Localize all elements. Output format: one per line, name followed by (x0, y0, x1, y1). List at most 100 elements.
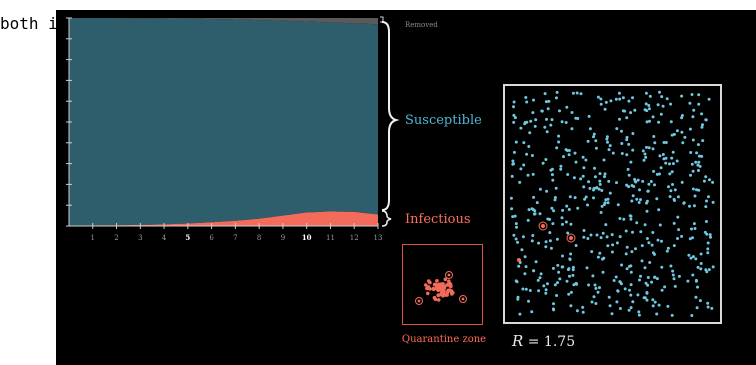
quarantined-dot (431, 287, 436, 292)
person-dot (616, 289, 620, 293)
person-dot (605, 135, 609, 139)
r-symbol: R (512, 332, 524, 350)
person-dot (592, 188, 595, 192)
person-dot (552, 308, 556, 312)
person-dot (519, 167, 523, 171)
person-dot (691, 236, 694, 240)
person-dot (590, 250, 594, 254)
x-tick-label: 10 (302, 233, 312, 242)
person-dot (621, 96, 625, 100)
infected-dot (569, 236, 573, 240)
person-dot (605, 235, 609, 239)
person-dot (537, 289, 541, 293)
label-removed: Removed (405, 21, 438, 29)
label-infectious: Infectious (405, 212, 471, 227)
person-dot (706, 251, 710, 255)
brace-infectious (381, 210, 392, 227)
person-dot (656, 103, 660, 107)
area-removed (69, 18, 378, 25)
person-dot (598, 286, 601, 290)
x-tick-label: 6 (209, 234, 214, 242)
person-dot (588, 186, 592, 190)
person-dot (610, 312, 614, 316)
person-dot (625, 138, 629, 142)
simulation-box (503, 84, 722, 324)
person-dot (627, 142, 631, 146)
person-dot (635, 221, 639, 225)
person-dot (556, 263, 560, 267)
person-dot (642, 158, 646, 162)
person-dot (711, 180, 715, 184)
person-dot (627, 185, 631, 189)
person-dot (515, 225, 518, 229)
person-dot (529, 119, 533, 123)
person-dot (697, 93, 701, 97)
x-ticks: 1 2 3 4 5 6 7 8 9 10 11 12 13 (91, 223, 382, 242)
person-dot (571, 265, 575, 269)
sir-chart: 1 2 3 4 5 6 7 8 9 10 11 12 13 Removed Susceptible In… (66, 16, 482, 242)
person-dot (544, 245, 548, 249)
person-dot (598, 251, 602, 255)
person-dot (700, 112, 704, 116)
person-dot (691, 273, 695, 277)
person-dot (544, 158, 548, 161)
person-dot (655, 312, 659, 316)
x-tick-label: 12 (350, 234, 359, 242)
person-dot (659, 112, 663, 116)
person-dot (703, 230, 707, 234)
person-dot (625, 116, 629, 120)
person-dot (616, 203, 620, 207)
person-dot (701, 139, 705, 143)
person-dot (672, 221, 676, 225)
person-dot (555, 294, 559, 297)
person-dot (664, 141, 668, 144)
person-dot (636, 293, 640, 297)
person-dot (595, 186, 599, 190)
person-dot (522, 163, 526, 167)
person-dot (520, 248, 524, 252)
person-dot (625, 267, 629, 271)
person-dot (523, 272, 527, 276)
person-dot (671, 269, 675, 273)
person-dot (565, 204, 569, 208)
person-dot (660, 95, 664, 99)
person-dot (669, 189, 673, 193)
person-dot (596, 290, 600, 294)
person-dot (592, 135, 595, 139)
person-dot (602, 203, 606, 206)
brace-susceptible (381, 21, 400, 211)
person-dot (514, 237, 518, 241)
person-dot (645, 209, 649, 213)
person-dot (675, 159, 679, 163)
person-dot (542, 284, 546, 288)
person-dot (620, 129, 623, 133)
person-dot (604, 100, 608, 104)
quarantined-dot (446, 288, 450, 293)
person-dot (665, 249, 669, 253)
person-dot (699, 262, 703, 265)
person-dot (513, 116, 517, 120)
person-dot (528, 289, 532, 292)
person-dot (557, 140, 561, 144)
person-dot (668, 172, 672, 176)
person-dot (571, 91, 575, 95)
person-dot (536, 278, 540, 282)
person-dot (569, 252, 573, 256)
person-dot (512, 150, 516, 154)
person-dot (625, 245, 629, 249)
person-dot (567, 153, 571, 157)
person-dot (525, 120, 529, 124)
person-dot (551, 266, 555, 270)
person-dot (538, 187, 542, 191)
area-susceptible (69, 18, 378, 226)
person-dot (512, 113, 516, 117)
person-dot (649, 180, 653, 183)
infection-radius (566, 233, 576, 243)
person-dot (630, 250, 634, 254)
person-dot (544, 100, 548, 104)
person-dot (567, 267, 571, 271)
person-dot (676, 195, 680, 199)
person-dot (644, 155, 648, 159)
person-dot (602, 158, 606, 162)
x-tick-label: 7 (233, 234, 237, 242)
